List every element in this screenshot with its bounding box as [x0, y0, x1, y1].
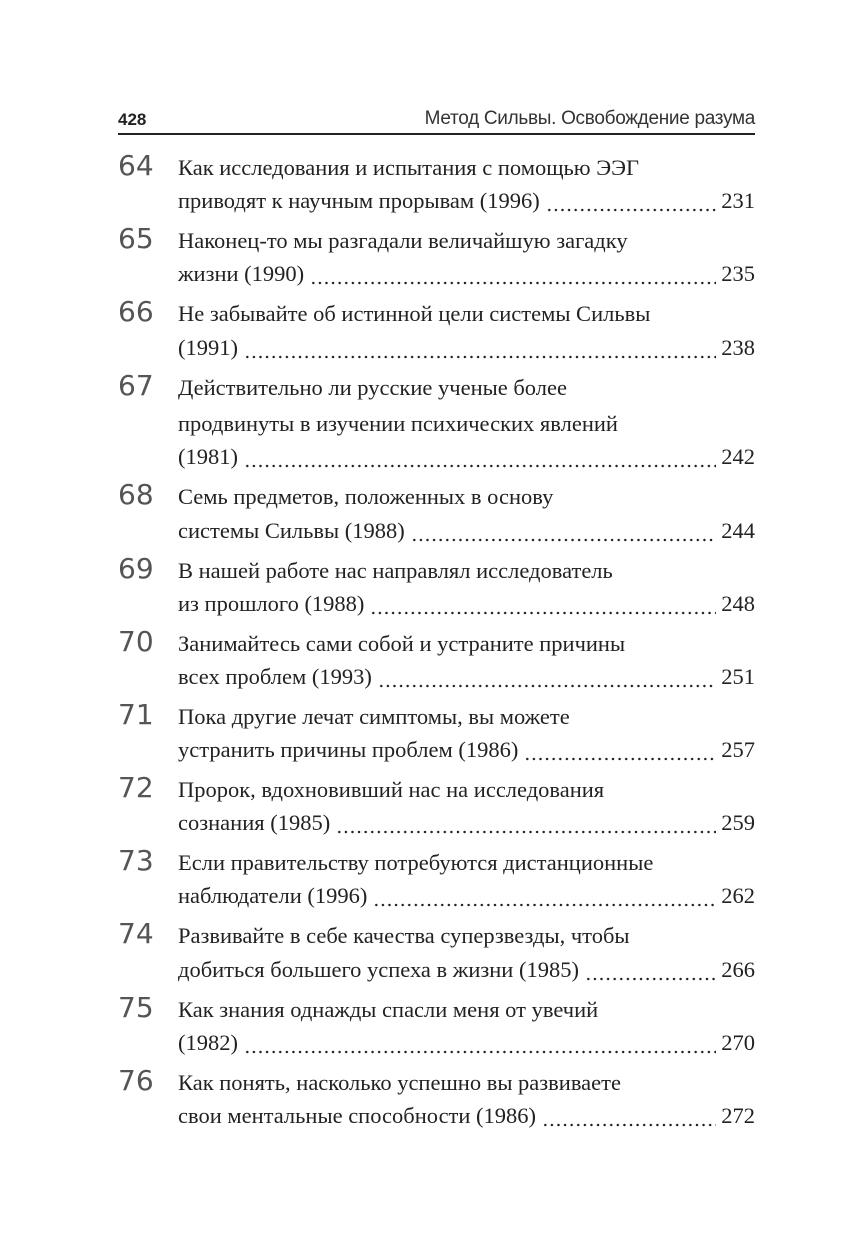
- dot-leader: [542, 1123, 717, 1128]
- chapter-title-line: Действительно ли русские ученые более: [178, 374, 567, 400]
- running-header: 428 Метод Сильвы. Освобождение разума: [118, 100, 755, 130]
- page-ref: 257: [721, 737, 755, 763]
- toc-entry[interactable]: 64 Как исследования и испытания с помощью…: [118, 148, 755, 221]
- chapter-number: 70: [118, 624, 154, 658]
- chapter-title-line: (1981): [178, 444, 238, 470]
- page-number: 428: [118, 110, 147, 129]
- dot-leader: [336, 830, 717, 835]
- toc-entry[interactable]: 74 Развивайте в себе качества суперзвезды…: [118, 916, 755, 989]
- chapter-title-line: свои ментальные способности (1986): [178, 1103, 537, 1129]
- chapter-title-line: Развивайте в себе качества суперзвезды, …: [178, 923, 630, 949]
- dot-leader: [524, 757, 717, 762]
- chapter-number: 76: [118, 1063, 154, 1097]
- toc-entry[interactable]: 65 Наконец-то мы разгадали величайшую заг…: [118, 221, 755, 294]
- dot-leader: [370, 610, 717, 615]
- chapter-number: 64: [118, 149, 154, 182]
- dot-leader: [545, 208, 717, 213]
- table-of-contents: 64 Как исследования и испытания с помощью…: [118, 148, 755, 1136]
- page-ref: 266: [721, 956, 755, 982]
- chapter-number: 71: [118, 697, 154, 731]
- chapter-title-line: наблюдатели (1996): [178, 883, 368, 909]
- chapter-title-line: всех проблем (1993): [178, 663, 372, 689]
- toc-entry[interactable]: 73 Если правительству потребуются дистанц…: [118, 843, 755, 916]
- toc-entry[interactable]: 76 Как понять, насколько успешно вы разви…: [118, 1063, 755, 1136]
- dot-leader: [244, 1049, 717, 1054]
- chapter-title-line: В нашей работе нас направлял исследовате…: [178, 557, 613, 583]
- dot-leader: [377, 683, 717, 688]
- page-ref: 272: [721, 1103, 755, 1129]
- chapter-title-line: из прошлого (1988): [178, 590, 365, 616]
- chapter-title-line: устранить причины проблем (1986): [178, 737, 519, 763]
- page-ref: 259: [721, 810, 755, 836]
- page-ref: 238: [721, 334, 755, 360]
- page-ref: 248: [721, 590, 755, 616]
- chapter-title-line: Как знания однажды спасли меня от увечий: [178, 996, 599, 1022]
- page-ref: 262: [721, 883, 755, 909]
- toc-entry[interactable]: 66 Не забывайте об истинной цели системы …: [118, 294, 755, 367]
- page-ref: 251: [721, 663, 755, 689]
- dot-leader: [410, 537, 717, 542]
- chapter-title-line: системы Сильвы (1988): [178, 517, 405, 543]
- chapter-number: 66: [118, 295, 154, 329]
- toc-entry[interactable]: 72 Пророк, вдохновивший нас на исследован…: [118, 770, 755, 843]
- chapter-title-line: (1991): [178, 334, 238, 360]
- chapter-title-line: Пророк, вдохновивший нас на исследования: [178, 777, 605, 803]
- dot-leader: [373, 903, 717, 908]
- toc-entry[interactable]: 67 Действительно ли русские ученые более п…: [118, 368, 755, 478]
- page-ref: 244: [721, 517, 755, 543]
- dot-leader: [310, 281, 717, 286]
- chapter-title-line: Если правительству потребуются дистанцио…: [178, 850, 654, 876]
- page-ref: 235: [721, 261, 755, 287]
- chapter-title-line: Как понять, насколько успешно вы развива…: [178, 1069, 621, 1095]
- chapter-title-line: Пока другие лечат симптомы, вы можете: [178, 703, 570, 729]
- header-rule: [118, 133, 755, 135]
- chapter-number: 74: [118, 917, 154, 951]
- page-ref: 270: [721, 1029, 755, 1055]
- chapter-title-line: приводят к научным прорывам (1996): [178, 188, 540, 214]
- chapter-number: 69: [118, 551, 154, 585]
- dot-leader: [244, 464, 717, 469]
- toc-entry[interactable]: 71 Пока другие лечат симптомы, вы можете у…: [118, 697, 755, 770]
- toc-entry[interactable]: 70 Занимайтесь сами собой и устраните при…: [118, 624, 755, 697]
- chapter-title-line: сознания (1985): [178, 810, 331, 836]
- chapter-title-line: Не забывайте об истинной цели системы Си…: [178, 301, 651, 327]
- chapter-number: 68: [118, 478, 154, 512]
- chapter-title-line: продвинуты в изучении психических явлени…: [178, 411, 618, 437]
- chapter-number: 67: [118, 368, 154, 402]
- running-title: Метод Сильвы. Освобождение разума: [424, 108, 756, 129]
- chapter-title-line: добиться большего успеха в жизни (1985): [178, 956, 579, 982]
- chapter-title-line: Наконец-то мы разгадали величайшую загад…: [178, 228, 628, 254]
- chapter-title-line: Как исследования и испытания с помощью Э…: [178, 155, 639, 180]
- chapter-title-line: жизни (1990): [178, 261, 305, 287]
- chapter-number: 75: [118, 990, 154, 1024]
- chapter-number: 73: [118, 844, 154, 878]
- dot-leader: [584, 976, 717, 981]
- toc-entry[interactable]: 69 В нашей работе нас направлял исследова…: [118, 551, 755, 624]
- dot-leader: [244, 354, 717, 359]
- chapter-title-line: Семь предметов, положенных в основу: [178, 484, 554, 510]
- chapter-number: 65: [118, 222, 154, 256]
- page-ref: 242: [721, 444, 755, 470]
- chapter-title-line: (1982): [178, 1029, 238, 1055]
- toc-entry[interactable]: 75 Как знания однажды спасли меня от увеч…: [118, 990, 755, 1063]
- chapter-title-line: Занимайтесь сами собой и устраните причи…: [178, 630, 626, 656]
- page-ref: 231: [721, 188, 755, 214]
- toc-entry[interactable]: 68 Семь предметов, положенных в основу сис…: [118, 477, 755, 550]
- chapter-number: 72: [118, 771, 154, 805]
